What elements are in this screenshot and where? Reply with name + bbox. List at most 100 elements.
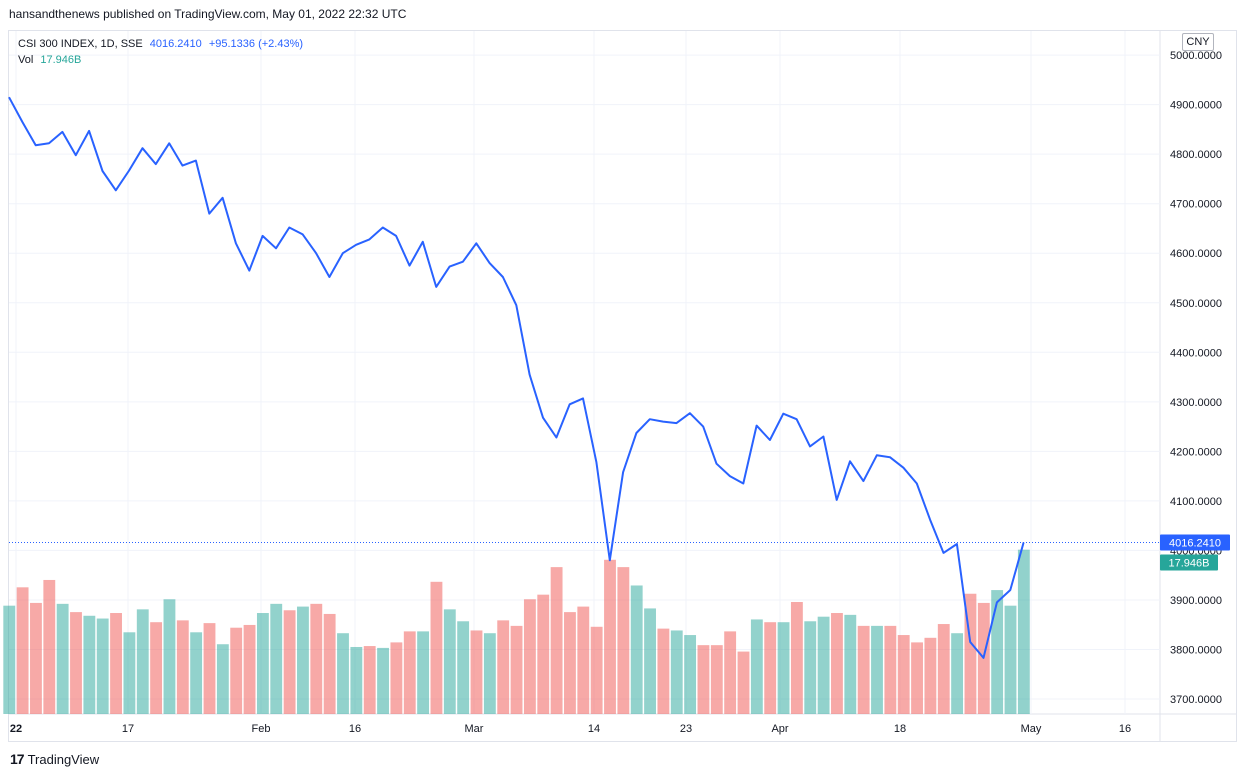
- time-tick-label: 23: [680, 723, 692, 735]
- price-tick-label: 3900.0000: [1170, 595, 1222, 607]
- published-header: hansandthenews published on TradingView.…: [9, 7, 407, 21]
- price-tick-label: 3700.0000: [1170, 694, 1222, 706]
- volume-bar: [83, 615, 96, 714]
- time-tick-label: 17: [122, 723, 134, 735]
- volume-bar: [283, 610, 296, 714]
- time-tick-label: 22: [10, 723, 22, 735]
- price-tick-label: 4400.0000: [1170, 347, 1222, 359]
- volume-bar: [70, 612, 82, 714]
- volume-bar: [924, 637, 937, 714]
- volume-bar: [991, 590, 1004, 714]
- time-tick-label: May: [1021, 723, 1042, 735]
- volume-bar: [604, 559, 616, 714]
- time-tick-label: Mar: [465, 723, 484, 735]
- time-axis: 22 17 Feb 16 Mar 14 23 Apr 18 May 16: [10, 723, 1131, 735]
- volume-bar: [350, 646, 363, 714]
- volume-bar: [457, 621, 470, 714]
- volume-bar: [617, 567, 630, 714]
- price-line: [8, 96, 1025, 659]
- chart-legend: CSI 300 INDEX, 1D, SSE 4016.2410 +95.133…: [18, 36, 303, 68]
- volume-bar: [483, 633, 496, 714]
- volume-bar: [817, 616, 830, 714]
- time-tick-label: 16: [1119, 723, 1131, 735]
- last-value-tags: 4016.2410 17.946B: [1160, 534, 1230, 571]
- volume-bar: [403, 631, 416, 714]
- volume-bar: [630, 585, 643, 714]
- currency-button[interactable]: CNY: [1182, 33, 1214, 51]
- volume-bar: [644, 608, 656, 714]
- volume-bar: [844, 614, 857, 714]
- tradingview-logo-icon: 17: [10, 751, 25, 767]
- volume-bar: [216, 644, 229, 714]
- volume-bar: [470, 630, 483, 714]
- time-tick-label: 14: [588, 723, 600, 735]
- legend-symbol: CSI 300 INDEX, 1D, SSE: [18, 38, 143, 50]
- time-tick-label: 18: [894, 723, 906, 735]
- price-tick-label: 4500.0000: [1170, 298, 1222, 310]
- last-volume-tag-label: 17.946B: [1169, 557, 1210, 569]
- tradingview-logo[interactable]: 17 TradingView: [10, 751, 99, 767]
- volume-bar: [537, 594, 550, 714]
- volume-bar: [203, 623, 216, 714]
- volume-bar: [243, 624, 256, 714]
- volume-bar: [911, 642, 923, 714]
- volume-bar: [1004, 605, 1017, 714]
- volume-bar: [590, 626, 603, 714]
- volume-bar: [724, 631, 737, 714]
- price-tick-label: 4900.0000: [1170, 100, 1222, 112]
- volume-bar: [16, 587, 29, 714]
- volume-bar: [937, 624, 950, 714]
- volume-bar: [417, 631, 430, 714]
- volume-bar: [577, 606, 590, 714]
- legend-vol-value: 17.946B: [40, 54, 82, 66]
- volume-bar: [256, 613, 269, 714]
- volume-bar: [363, 646, 376, 714]
- volume-bar: [790, 602, 803, 714]
- legend-vol-label: Vol: [18, 54, 34, 66]
- volume-bar: [550, 567, 563, 714]
- price-tick-label: 3800.0000: [1170, 644, 1222, 656]
- volume-bar: [737, 651, 750, 714]
- volume-bar: [657, 628, 670, 714]
- volume-bar: [176, 620, 189, 714]
- volume-bar: [43, 579, 56, 714]
- volume-bar: [897, 635, 910, 714]
- time-tick-label: Feb: [252, 723, 271, 735]
- legend-main-row: CSI 300 INDEX, 1D, SSE 4016.2410 +95.133…: [18, 36, 303, 52]
- legend-change: +95.1336 (+2.43%): [208, 38, 304, 50]
- volume-bar: [884, 625, 897, 714]
- volume-bar: [163, 599, 176, 714]
- volume-bar: [750, 619, 763, 714]
- price-line-layer: [8, 96, 1160, 659]
- volume-bar: [310, 603, 323, 714]
- time-tick-label: 16: [349, 723, 361, 735]
- volume-bar: [777, 622, 790, 714]
- legend-volume-row: Vol 17.946B: [18, 52, 303, 68]
- volume-bar: [123, 632, 136, 714]
- volume-bar: [390, 642, 403, 714]
- volume-bar: [804, 621, 817, 714]
- volume-bar: [710, 645, 723, 714]
- volume-bar: [96, 618, 109, 714]
- price-tick-label: 4800.0000: [1170, 149, 1222, 161]
- last-price-tag-label: 4016.2410: [1169, 537, 1221, 549]
- legend-price: 4016.2410: [149, 38, 202, 50]
- volume-bar: [297, 606, 309, 714]
- volume-bar: [150, 622, 163, 714]
- chart-frame[interactable]: [8, 30, 1237, 742]
- volume-bar: [670, 630, 683, 714]
- volume-bar: [951, 633, 964, 714]
- volume-bar: [831, 613, 843, 714]
- volume-bar: [857, 625, 870, 714]
- volume-bar: [270, 603, 283, 714]
- tradingview-brand: TradingView: [27, 751, 100, 767]
- volume-bar: [337, 633, 349, 714]
- volume-bar: [964, 593, 977, 714]
- price-tick-label: 4300.0000: [1170, 397, 1222, 409]
- volume-bar: [3, 605, 16, 714]
- price-tick-label: 4700.0000: [1170, 199, 1222, 211]
- volume-bar: [871, 625, 883, 714]
- volume-bars: [3, 549, 1030, 714]
- price-tick-label: 4100.0000: [1170, 496, 1222, 508]
